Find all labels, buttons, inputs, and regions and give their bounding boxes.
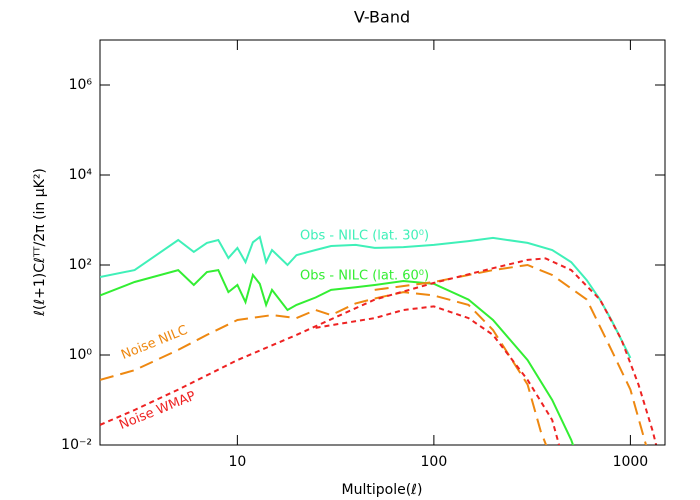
y-tick-label: 10⁻² [61, 437, 92, 453]
x-tick-label: 1000 [613, 454, 649, 470]
series-line [100, 235, 632, 359]
y-tick-label: 10⁶ [69, 77, 93, 93]
series-annotation: Noise WMAP [117, 389, 198, 433]
y-tick-label: 10⁴ [69, 167, 93, 183]
series-annotation: Obs - NILC (lat. 60⁰) [300, 269, 429, 284]
x-tick-label: 100 [421, 454, 448, 470]
series-annotation: Obs - NILC (lat. 30⁰) [300, 229, 429, 244]
plot-area [100, 235, 658, 445]
series-annotation: Noise NILC [119, 323, 190, 363]
y-axis-label: ℓ(ℓ+1)Cℓᵀᵀ/2π (in μK²) [32, 168, 48, 317]
series-line [100, 268, 575, 445]
plot-frame [99, 39, 666, 446]
x-axis-label: Multipole(ℓ) [342, 482, 423, 498]
series-line [100, 257, 658, 445]
series-line [100, 291, 548, 445]
series-line [315, 305, 561, 445]
y-tick-label: 10⁰ [69, 347, 93, 363]
chart-title: V-Band [354, 8, 410, 27]
series-line [374, 263, 648, 445]
x-tick-label: 10 [228, 454, 246, 470]
y-tick-label: 10² [69, 257, 92, 273]
